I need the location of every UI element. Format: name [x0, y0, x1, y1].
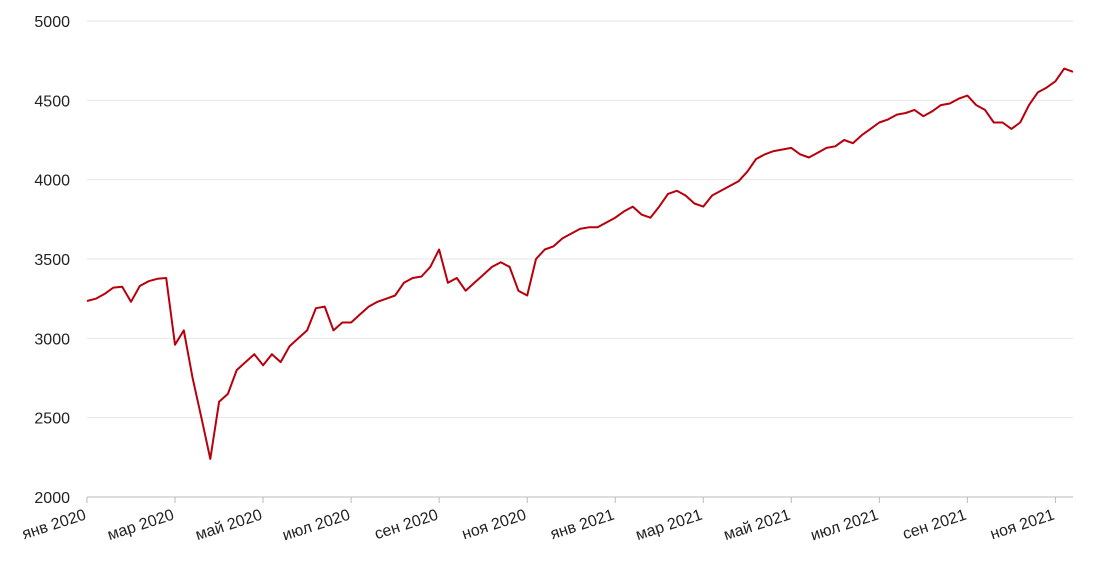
- data-line: [86, 67, 1074, 460]
- y-tick-label: 2500: [34, 411, 70, 428]
- x-tick-label: июл 2020: [281, 507, 353, 545]
- y-tick-label: 4000: [34, 173, 70, 190]
- x-tick-label: янв 2021: [548, 507, 616, 544]
- y-tick-label: 2000: [34, 490, 70, 507]
- x-tick-label: сен 2021: [901, 507, 969, 544]
- y-tick-label: 3000: [34, 331, 70, 348]
- x-tick-label: ноя 2020: [460, 507, 529, 544]
- x-tick-label: янв 2020: [20, 507, 88, 544]
- y-tick-label: 3500: [34, 252, 70, 269]
- x-tick-label: май 2020: [194, 507, 265, 544]
- x-tick-label: ноя 2021: [988, 507, 1057, 544]
- y-tick-label: 4500: [34, 93, 70, 110]
- x-tick-label: мар 2021: [634, 507, 705, 544]
- x-tick-label: май 2021: [722, 507, 793, 544]
- y-tick-label: 5000: [34, 14, 70, 31]
- x-tick-label: сен 2020: [373, 507, 441, 544]
- x-tick-label: мар 2020: [106, 507, 177, 544]
- x-tick-label: июл 2021: [809, 507, 881, 545]
